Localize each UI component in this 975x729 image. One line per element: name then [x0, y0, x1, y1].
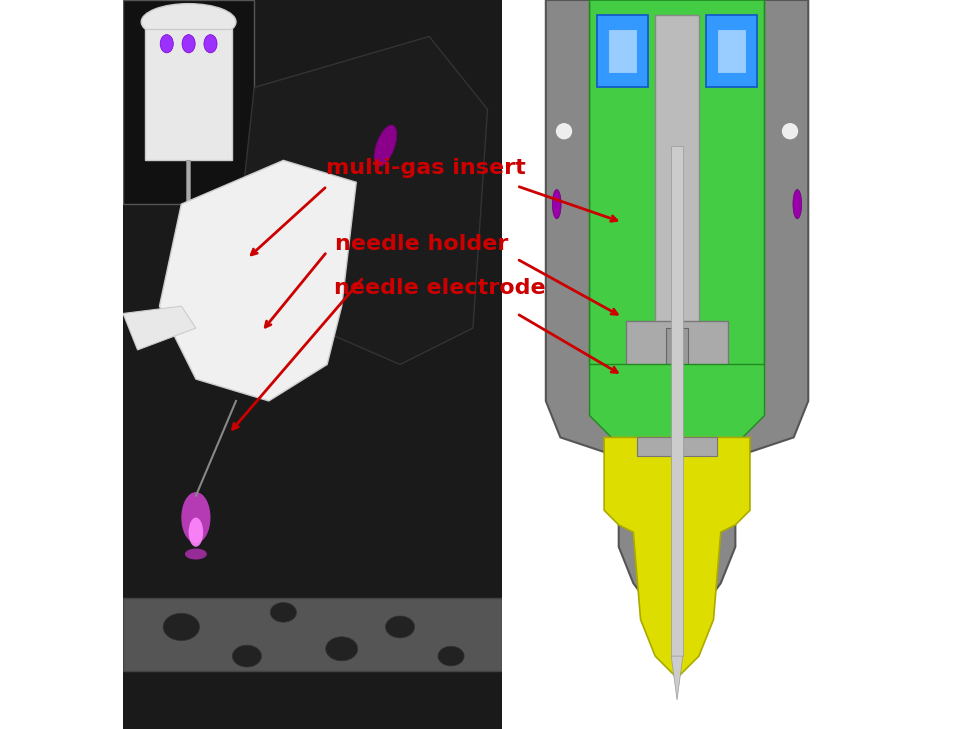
Polygon shape — [123, 598, 502, 671]
Ellipse shape — [438, 647, 464, 666]
Bar — [637, 437, 718, 456]
Polygon shape — [232, 36, 488, 364]
Polygon shape — [123, 306, 196, 350]
Ellipse shape — [163, 613, 200, 641]
Bar — [145, 29, 232, 160]
Ellipse shape — [182, 35, 195, 53]
Text: needle electrode: needle electrode — [334, 278, 546, 298]
Ellipse shape — [232, 645, 261, 667]
Bar — [626, 321, 728, 364]
Ellipse shape — [553, 190, 562, 219]
Bar — [502, 0, 852, 729]
Circle shape — [781, 122, 799, 140]
Ellipse shape — [374, 125, 397, 167]
Polygon shape — [671, 656, 682, 700]
Bar — [706, 15, 758, 87]
Bar — [718, 29, 746, 73]
Bar — [186, 160, 190, 204]
Polygon shape — [590, 364, 764, 445]
Text: multi-gas insert: multi-gas insert — [326, 157, 526, 178]
Bar — [123, 0, 502, 729]
Ellipse shape — [793, 190, 801, 219]
Ellipse shape — [270, 602, 296, 623]
Bar — [671, 146, 682, 656]
Ellipse shape — [326, 637, 358, 661]
Bar — [655, 15, 699, 328]
Polygon shape — [546, 0, 808, 642]
Bar — [607, 29, 637, 73]
Ellipse shape — [385, 616, 414, 638]
Text: needle holder: needle holder — [335, 234, 509, 254]
Polygon shape — [604, 437, 750, 678]
Polygon shape — [590, 0, 764, 416]
Bar — [666, 328, 688, 474]
Bar — [597, 15, 647, 87]
Ellipse shape — [141, 4, 236, 40]
Ellipse shape — [204, 35, 217, 53]
Ellipse shape — [160, 35, 174, 53]
Polygon shape — [160, 160, 356, 401]
Ellipse shape — [188, 518, 203, 547]
Ellipse shape — [181, 492, 211, 543]
Ellipse shape — [185, 548, 207, 560]
Circle shape — [556, 122, 572, 140]
Bar — [123, 0, 254, 204]
